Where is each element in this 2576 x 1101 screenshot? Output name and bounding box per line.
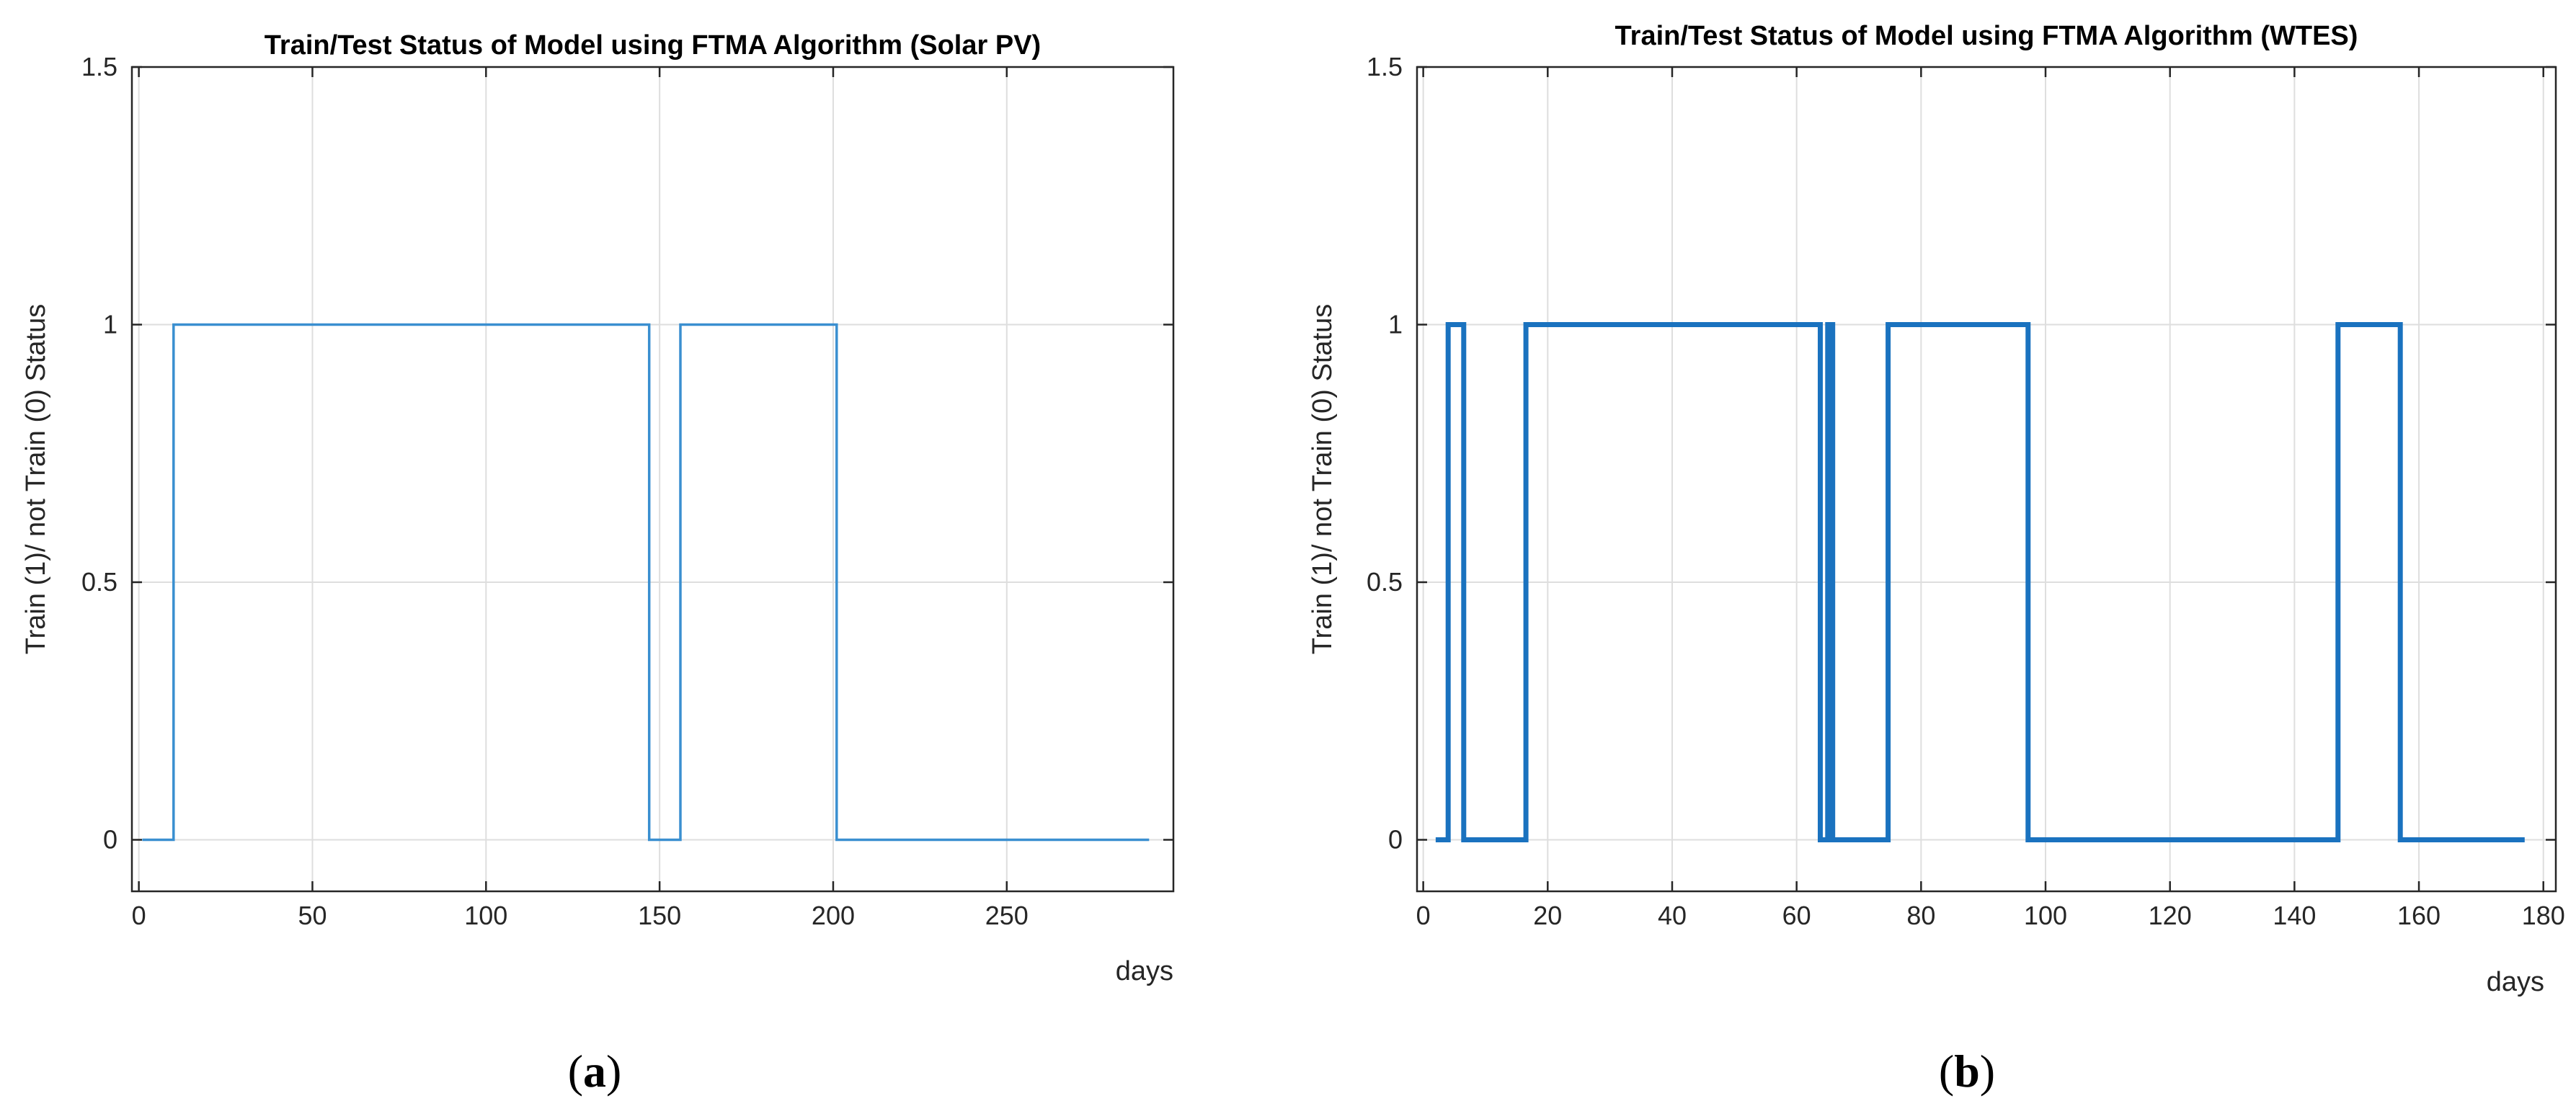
chart-title: Train/Test Status of Model using FTMA Al… [265, 30, 1041, 61]
x-tick-label: 20 [1533, 901, 1562, 930]
y-tick-label: 1.5 [81, 52, 117, 81]
y-tick-label: 0 [103, 825, 117, 855]
chart-b: 0 20 40 60 80 100 120 140 160 180 0 0.5 1 1.5 Train/Te… [1307, 21, 2565, 1097]
y-tick-label: 1 [1388, 310, 1403, 339]
y-tick-label: 0 [1388, 825, 1403, 855]
x-tick-label: 50 [298, 901, 327, 930]
series-line [142, 323, 1150, 842]
y-tick-label: 1.5 [1367, 52, 1403, 81]
x-tick-label: 40 [1658, 901, 1687, 930]
chart-title: Train/Test Status of Model using FTMA Al… [1615, 21, 2358, 51]
x-tick-label: 100 [464, 901, 507, 930]
y-tick-label: 1 [103, 310, 117, 339]
caption-paren-open: ( [568, 1046, 583, 1097]
x-tick-label: 180 [2522, 901, 2565, 930]
x-tick-label: 80 [1906, 901, 1935, 930]
axes-box [1416, 66, 2557, 893]
series-line [1435, 322, 2525, 842]
plot-area [132, 67, 1173, 891]
x-axis-label: days [1116, 956, 1173, 986]
x-tick-label: 60 [1782, 901, 1811, 930]
chart-a: 0 50 100 150 200 250 0 0.5 1 1.5 Train/Test Status… [21, 30, 1175, 1097]
x-tick-label: 160 [2397, 901, 2440, 930]
x-tick-label: 120 [2149, 901, 2192, 930]
x-tick-label: 140 [2273, 901, 2316, 930]
y-tick-label: 0.5 [1367, 567, 1403, 597]
y-axis-label: Train (1)/ not Train (0) Status [1307, 304, 1338, 654]
x-tick-label: 200 [812, 901, 855, 930]
x-tick-label: 0 [132, 901, 146, 930]
panel-caption: (a) [568, 1046, 622, 1097]
caption-letter: a [583, 1046, 606, 1097]
axes-box [130, 66, 1175, 893]
x-axis-label: days [2487, 967, 2544, 997]
x-tick-label: 250 [985, 901, 1029, 930]
caption-paren-open: ( [1939, 1046, 1954, 1097]
x-tick-label: 150 [638, 901, 681, 930]
y-axis-label: Train (1)/ not Train (0) Status [21, 304, 51, 654]
caption-paren-close: ) [606, 1046, 621, 1097]
caption-paren-close: ) [1980, 1046, 1995, 1097]
y-tick-label: 0.5 [81, 567, 117, 597]
caption-letter: b [1954, 1046, 1980, 1097]
x-tick-label: 0 [1416, 901, 1431, 930]
x-tick-label: 100 [2024, 901, 2067, 930]
plot-area [1417, 67, 2556, 891]
panel-caption: (b) [1939, 1046, 1995, 1097]
